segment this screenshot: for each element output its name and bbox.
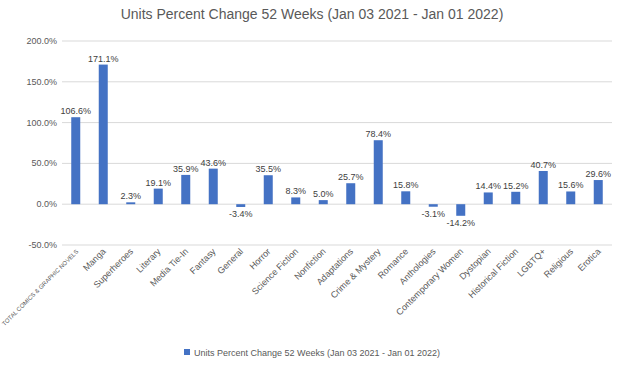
grid [62, 41, 612, 245]
legend-swatch [184, 349, 190, 355]
bar [456, 204, 465, 216]
title: Units Percent Change 52 Weeks (Jan 03 20… [121, 6, 504, 22]
grid-line [62, 204, 612, 205]
bar [346, 183, 355, 204]
bars [71, 65, 603, 216]
bar [429, 204, 438, 207]
y-tick-label: 200.0% [26, 36, 57, 46]
data-label: 35.5% [255, 164, 281, 174]
bar [181, 175, 190, 204]
bar [539, 171, 548, 204]
data-label: 40.7% [530, 160, 556, 170]
data-label: 78.4% [365, 129, 391, 139]
data-label: 14.4% [475, 181, 501, 191]
x-tick-label: Media Tie-In [148, 246, 190, 288]
bar [319, 200, 328, 204]
data-label: -3.4% [229, 209, 253, 219]
data-label: 43.6% [200, 158, 226, 168]
grid-line [62, 122, 612, 123]
data-label: 15.2% [503, 181, 529, 191]
x-tick-label: Contemporary Women [394, 246, 465, 317]
bar [291, 197, 300, 204]
chart: Units Percent Change 52 Weeks (Jan 03 20… [0, 0, 624, 365]
bar [264, 175, 273, 204]
bar [99, 65, 108, 205]
y-tick-label: 150.0% [26, 77, 57, 87]
data-label: 15.8% [393, 180, 419, 190]
grid-line [62, 81, 612, 82]
bar [71, 117, 80, 204]
data-label: 2.3% [120, 191, 141, 201]
x-tick-label: Fantasy [188, 246, 218, 276]
data-label: -14.2% [446, 218, 475, 228]
x-tick-label: Historical Fiction [466, 246, 520, 300]
data-label: -3.1% [421, 209, 445, 219]
data-label: 106.6% [60, 106, 91, 116]
bar [594, 180, 603, 204]
data-label: 8.3% [285, 186, 306, 196]
data-label: 15.6% [558, 180, 584, 190]
legend: Units Percent Change 52 Weeks (Jan 03 20… [184, 348, 440, 358]
x-tick-label: General [215, 246, 245, 276]
grid-line [62, 245, 612, 246]
data-label: 29.6% [585, 169, 611, 179]
bar [126, 202, 135, 204]
legend-label: Units Percent Change 52 Weeks (Jan 03 20… [194, 348, 440, 358]
bar [209, 169, 218, 205]
bar [236, 204, 245, 207]
bar [154, 189, 163, 205]
x-tick-label: Religious [542, 246, 576, 280]
bar [484, 192, 493, 204]
bar [566, 191, 575, 204]
y-tick-label: 50.0% [31, 158, 57, 168]
x-tick-label: Erotica [576, 246, 603, 273]
y-tick-label: 0.0% [36, 199, 57, 209]
bar [374, 140, 383, 204]
x-tick-label: Manga [81, 246, 108, 273]
x-tick-label: Horror [248, 246, 273, 271]
y-tick-label: 100.0% [26, 118, 57, 128]
data-label: 25.7% [338, 172, 364, 182]
grid-line [62, 41, 612, 42]
data-label: 5.0% [313, 189, 334, 199]
bar [401, 191, 410, 204]
y-tick-label: -50.0% [28, 240, 57, 250]
x-axis-labels: TOTAL COMICS & GRAPHIC NOVELSMangaSuperh… [1, 246, 603, 327]
data-label: 171.1% [88, 54, 119, 64]
data-label: 35.9% [173, 164, 199, 174]
x-tick-label: Superheroes [92, 246, 136, 290]
bar [511, 192, 520, 204]
data-label: 19.1% [145, 178, 171, 188]
x-tick-label: TOTAL COMICS & GRAPHIC NOVELS [1, 248, 79, 326]
x-tick-label: Science Fiction [250, 246, 300, 296]
